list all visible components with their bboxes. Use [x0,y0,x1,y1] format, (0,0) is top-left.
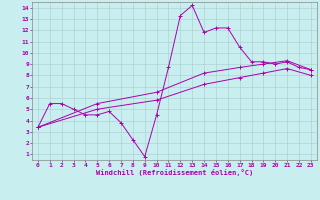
X-axis label: Windchill (Refroidissement éolien,°C): Windchill (Refroidissement éolien,°C) [96,169,253,176]
